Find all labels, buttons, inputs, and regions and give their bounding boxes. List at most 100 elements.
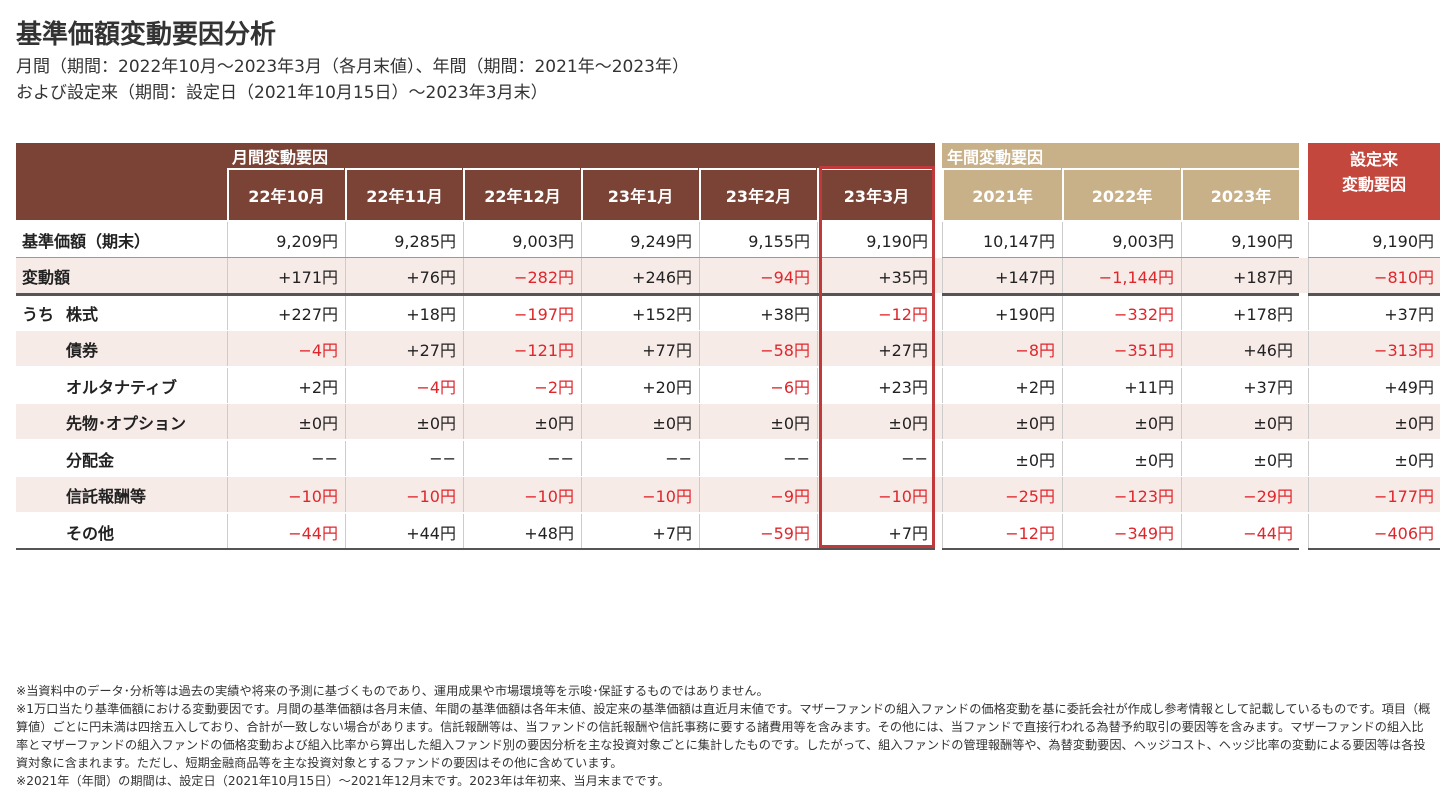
cell-value: ±0円 bbox=[463, 404, 580, 439]
cell-value: −10円 bbox=[345, 477, 462, 512]
cell-value: −810円 bbox=[1308, 258, 1440, 293]
cell-value: −44円 bbox=[1181, 514, 1299, 549]
cell-value: −282円 bbox=[463, 258, 580, 293]
header-bg bbox=[16, 143, 935, 220]
row-label: 先物･オプション bbox=[66, 413, 187, 433]
column-header: 22年10月 bbox=[227, 168, 344, 220]
cell-value: 9,190円 bbox=[1308, 222, 1440, 257]
cell-value: 10,147円 bbox=[942, 222, 1061, 257]
row-label: 信託報酬等 bbox=[66, 486, 147, 506]
cell-value: ±0円 bbox=[581, 404, 698, 439]
row-label: 基準価額（期末） bbox=[22, 231, 151, 251]
cell-value: +178円 bbox=[1181, 295, 1299, 330]
cell-value: +187円 bbox=[1181, 258, 1299, 293]
cell-value: −313円 bbox=[1308, 331, 1440, 366]
cell-value: +227円 bbox=[227, 295, 344, 330]
column-header: 23年2月 bbox=[699, 168, 816, 220]
cell-value: ±0円 bbox=[1062, 441, 1180, 476]
cell-value: −406円 bbox=[1308, 514, 1440, 549]
subtitle: および設定来（期間：設定日（2021年10月15日）～2023年3月末） bbox=[16, 83, 548, 103]
cell-value: +49円 bbox=[1308, 368, 1440, 403]
row-label: オルタナティブ bbox=[66, 377, 178, 397]
footnote: ※当資料中のデータ･分析等は過去の実績や将来の予測に基づくものであり、運用成果や… bbox=[16, 684, 769, 698]
group-label: 年間変動要因 bbox=[947, 147, 1044, 167]
cell-value: 9,209円 bbox=[227, 222, 344, 257]
cell-value: ±0円 bbox=[1181, 404, 1299, 439]
row-bg bbox=[16, 258, 1440, 293]
cell-value: ±0円 bbox=[1181, 441, 1299, 476]
row-label: その他 bbox=[66, 523, 115, 543]
cell-value: −29円 bbox=[1181, 477, 1299, 512]
rule bbox=[16, 293, 935, 296]
row-label: 株式 bbox=[66, 304, 99, 324]
cell-value: −351円 bbox=[1062, 331, 1180, 366]
row-prefix: うち bbox=[22, 304, 55, 324]
row-label: 分配金 bbox=[66, 450, 115, 470]
cell-value: +7円 bbox=[581, 514, 698, 549]
cell-value: −4円 bbox=[227, 331, 344, 366]
cell-value: ±0円 bbox=[345, 404, 462, 439]
cell-value: +18円 bbox=[345, 295, 462, 330]
cell-value: ±0円 bbox=[1308, 441, 1440, 476]
row-label: 債券 bbox=[66, 340, 99, 360]
cell-value: −58円 bbox=[699, 331, 816, 366]
subtitle: 月間（期間：2022年10月～2023年3月（各月末値）、年間（期間：2021年… bbox=[16, 57, 690, 77]
cell-value: −197円 bbox=[463, 295, 580, 330]
row-bg bbox=[16, 331, 1440, 366]
cell-value: −94円 bbox=[699, 258, 816, 293]
cell-value: +23円 bbox=[817, 368, 934, 403]
cell-value: −123円 bbox=[1062, 477, 1180, 512]
cell-value: −177円 bbox=[1308, 477, 1440, 512]
cell-value: 9,190円 bbox=[817, 222, 934, 257]
header-bg bbox=[1308, 143, 1440, 220]
cell-value: +44円 bbox=[345, 514, 462, 549]
cell-value: −1,144円 bbox=[1062, 258, 1180, 293]
cell-value: −25円 bbox=[942, 477, 1061, 512]
cell-value: 9,190円 bbox=[1181, 222, 1299, 257]
header-bg bbox=[942, 143, 1299, 220]
cell-value: +2円 bbox=[942, 368, 1061, 403]
cell-value: +246円 bbox=[581, 258, 698, 293]
cell-value: ±0円 bbox=[942, 441, 1061, 476]
cell-value: +46円 bbox=[1181, 331, 1299, 366]
row-bg bbox=[16, 404, 1440, 439]
group-label: 月間変動要因 bbox=[232, 147, 329, 167]
cell-value: −4円 bbox=[345, 368, 462, 403]
cell-value: −332円 bbox=[1062, 295, 1180, 330]
cell-value: −12円 bbox=[942, 514, 1061, 549]
rule bbox=[942, 257, 1299, 258]
footnotes: ※当資料中のデータ･分析等は過去の実績や将来の予測に基づくものであり、運用成果や… bbox=[16, 682, 1434, 790]
cell-value: ±0円 bbox=[942, 404, 1061, 439]
rule bbox=[942, 293, 1299, 296]
cell-value: −121円 bbox=[463, 331, 580, 366]
highlight-border bbox=[819, 166, 935, 548]
cell-value: +190円 bbox=[942, 295, 1061, 330]
cell-value: +77円 bbox=[581, 331, 698, 366]
cell-value: −− bbox=[463, 441, 580, 476]
cell-value: −− bbox=[699, 441, 816, 476]
footnote: ※1万口当たり基準価額における変動要因です。月間の基準価額は各月末値、年間の基準… bbox=[16, 702, 1431, 770]
group-label: 設定来 bbox=[1349, 150, 1398, 169]
cell-value: +11円 bbox=[1062, 368, 1180, 403]
cell-value: +48円 bbox=[463, 514, 580, 549]
cell-value: 9,249円 bbox=[581, 222, 698, 257]
cell-value: +171円 bbox=[227, 258, 344, 293]
cell-value: 9,003円 bbox=[1062, 222, 1180, 257]
row-bg bbox=[16, 477, 1440, 512]
cell-value: +7円 bbox=[817, 514, 934, 549]
rule bbox=[1308, 548, 1440, 550]
rule bbox=[1308, 293, 1440, 296]
cell-value: +152円 bbox=[581, 295, 698, 330]
rule bbox=[16, 257, 935, 258]
cell-value: −10円 bbox=[463, 477, 580, 512]
cell-value: ±0円 bbox=[1062, 404, 1180, 439]
rule bbox=[1308, 257, 1440, 258]
cell-value: +76円 bbox=[345, 258, 462, 293]
column-header: 22年12月 bbox=[463, 168, 580, 220]
cell-value: −− bbox=[227, 441, 344, 476]
cell-value: ±0円 bbox=[227, 404, 344, 439]
column-header: 2022年 bbox=[1062, 168, 1180, 220]
cell-value: +37円 bbox=[1181, 368, 1299, 403]
cell-value: −349円 bbox=[1062, 514, 1180, 549]
